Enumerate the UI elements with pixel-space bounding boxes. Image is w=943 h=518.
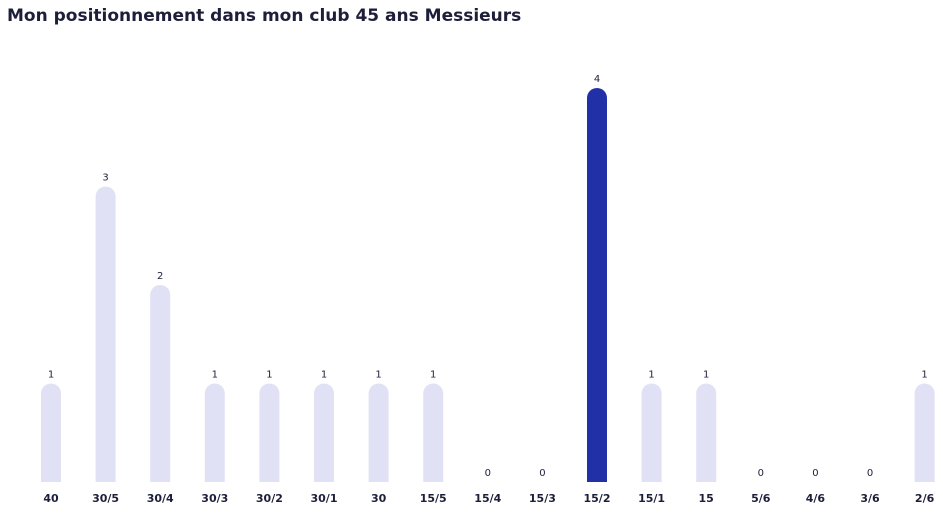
bar-15-5 [423, 383, 444, 482]
data-label: 3 [102, 173, 108, 184]
x-tick-label: 30/4 [147, 492, 174, 505]
data-label: 1 [266, 370, 272, 381]
x-tick-label: 30/3 [201, 492, 228, 505]
x-tick-label: 15/5 [420, 492, 447, 505]
x-tick-label: 30/2 [256, 492, 283, 505]
bar-40 [41, 383, 61, 482]
chart-title: Mon positionnement dans mon club 45 ans … [7, 6, 522, 26]
x-tick-label: 3/6 [860, 492, 880, 505]
x-tick-label: 30/1 [311, 492, 338, 505]
data-label: 0 [867, 468, 873, 479]
data-label: 1 [430, 370, 436, 381]
x-tick-label: 40 [43, 492, 59, 505]
data-label: 1 [375, 370, 381, 381]
x-tick-label: 2/6 [915, 492, 935, 505]
data-label: 1 [212, 370, 218, 381]
x-tick-label: 30 [371, 492, 387, 505]
x-tick-label: 4/6 [806, 492, 826, 505]
bar-15-2 [587, 88, 607, 482]
x-tick-label: 15/3 [529, 492, 556, 505]
data-label: 0 [485, 468, 491, 479]
data-label: 1 [48, 370, 54, 381]
bar-30-4 [150, 285, 171, 482]
data-label: 1 [648, 370, 654, 381]
x-tick-label: 5/6 [751, 492, 771, 505]
x-tick-label: 15/1 [638, 492, 665, 505]
x-tick-label: 15/2 [584, 492, 611, 505]
bar-30-1 [314, 383, 334, 482]
data-label: 4 [594, 74, 600, 85]
bar-30-5 [95, 186, 116, 482]
data-label: 0 [812, 468, 818, 479]
data-label: 2 [157, 271, 163, 282]
x-tick-label: 15 [699, 492, 714, 505]
bar-30-3 [204, 383, 225, 482]
bar-2-6 [914, 383, 935, 482]
bar-15-1 [641, 383, 662, 482]
data-label: 0 [758, 468, 764, 479]
bar-15 [696, 383, 717, 482]
bar-30-2 [259, 383, 280, 482]
data-label: 1 [703, 370, 709, 381]
data-label: 1 [921, 370, 927, 381]
x-tick-label: 30/5 [92, 492, 119, 505]
bar-30 [368, 383, 389, 482]
data-label: 0 [539, 468, 545, 479]
data-label: 1 [321, 370, 327, 381]
x-tick-label: 15/4 [474, 492, 501, 505]
